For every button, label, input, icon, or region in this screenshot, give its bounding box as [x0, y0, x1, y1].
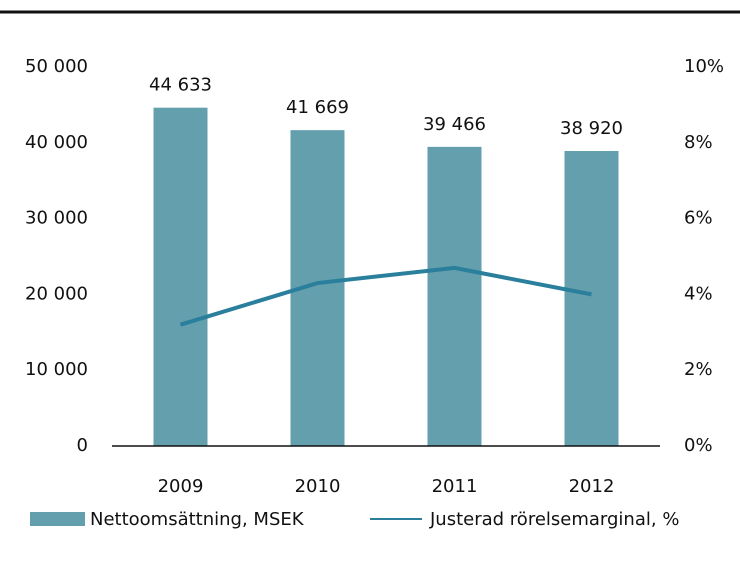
data-label: 38 920 — [560, 118, 623, 139]
legend-label: Justerad rörelsemarginal, % — [429, 509, 679, 530]
legend-label: Nettoomsättning, MSEK — [90, 509, 305, 530]
bar — [564, 150, 619, 447]
bar — [427, 146, 482, 446]
x-tick-label: 2012 — [569, 476, 615, 497]
line — [179, 265, 592, 327]
legend-swatch — [30, 512, 85, 526]
x-tick-label: 2009 — [158, 476, 204, 497]
y-tick-label: 50 000 — [25, 56, 88, 77]
y-tick-label: 30 000 — [25, 208, 88, 229]
data-label: 44 633 — [149, 75, 212, 96]
y-tick-label: 0 — [77, 435, 88, 456]
bar — [153, 107, 208, 447]
y2-tick-label: 0% — [684, 435, 713, 456]
y-tick-label: 40 000 — [25, 132, 88, 153]
y2-tick-label: 6% — [684, 208, 713, 229]
x-tick-label: 2010 — [295, 476, 341, 497]
y2-tick-label: 10% — [684, 56, 724, 77]
x-tick-label: 2011 — [432, 476, 478, 497]
data-label: 39 466 — [423, 114, 486, 135]
y-tick-label: 20 000 — [25, 283, 88, 304]
y-tick-label: 10 000 — [25, 359, 88, 380]
y2-tick-label: 2% — [684, 359, 713, 380]
y2-tick-label: 8% — [684, 132, 713, 153]
y2-tick-label: 4% — [684, 283, 713, 304]
data-label: 41 669 — [286, 97, 349, 118]
